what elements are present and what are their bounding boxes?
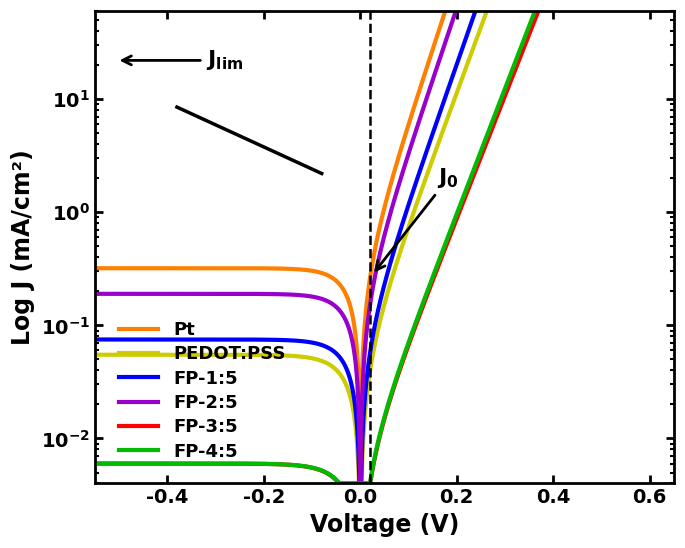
Line: FP-3:5: FP-3:5 (95, 0, 674, 483)
Line: FP-4:5: FP-4:5 (95, 0, 674, 483)
FP-4:5 (196, 460, 204, 467)
FP-3:5 (335, 480, 343, 487)
FP-2:5 (356, 480, 364, 487)
FP-1:5 (196, 336, 204, 343)
FP-2:5 (196, 290, 204, 297)
Legend: Pt, PEDOT:PSS, FP-1:5, FP-2:5, FP-3:5, FP-4:5: Pt, PEDOT:PSS, FP-1:5, FP-2:5, FP-3:5, F… (110, 312, 295, 470)
FP-1:5 (467, 19, 475, 25)
Line: FP-2:5: FP-2:5 (95, 0, 674, 483)
Pt (438, 17, 447, 24)
FP-1:5 (356, 480, 364, 487)
FP-3:5 (196, 460, 204, 467)
FP-4:5 (523, 28, 531, 35)
Pt (91, 265, 99, 271)
FP-4:5 (336, 480, 344, 487)
FP-3:5 (438, 253, 447, 259)
Line: FP-1:5: FP-1:5 (95, 0, 674, 483)
FP-1:5 (438, 102, 447, 109)
FP-1:5 (91, 336, 99, 342)
Line: Pt: Pt (95, 0, 674, 483)
FP-2:5 (91, 290, 99, 297)
Y-axis label: Log J (mA/cm²): Log J (mA/cm²) (11, 150, 35, 345)
FP-3:5 (467, 178, 475, 184)
PEDOT:PSS (312, 356, 321, 362)
Pt (196, 265, 204, 271)
FP-4:5 (91, 460, 99, 467)
FP-2:5 (438, 48, 447, 55)
Pt (312, 269, 321, 275)
PEDOT:PSS (467, 49, 475, 56)
FP-3:5 (91, 460, 99, 467)
X-axis label: Voltage (V): Voltage (V) (310, 513, 459, 537)
FP-4:5 (312, 465, 321, 472)
Text: $\mathbf{J_{lim}}$: $\mathbf{J_{lim}}$ (123, 48, 243, 72)
PEDOT:PSS (355, 480, 363, 487)
FP-3:5 (312, 466, 321, 472)
Line: PEDOT:PSS: PEDOT:PSS (95, 0, 674, 483)
PEDOT:PSS (438, 129, 447, 136)
Text: $\mathbf{J_0}$: $\mathbf{J_0}$ (376, 166, 459, 270)
FP-1:5 (312, 340, 321, 347)
Pt (356, 480, 364, 487)
FP-2:5 (312, 294, 321, 301)
PEDOT:PSS (91, 351, 99, 358)
FP-3:5 (523, 37, 531, 43)
PEDOT:PSS (196, 351, 204, 358)
FP-4:5 (467, 172, 475, 179)
FP-4:5 (438, 248, 447, 255)
